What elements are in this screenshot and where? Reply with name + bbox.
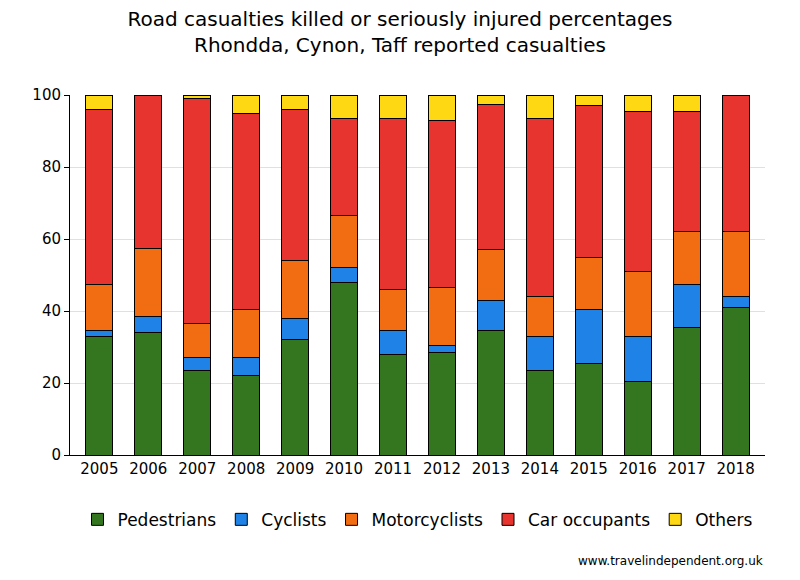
- svg-text:2005: 2005: [80, 460, 118, 478]
- svg-text:2011: 2011: [374, 460, 412, 478]
- svg-text:2015: 2015: [570, 460, 608, 478]
- svg-text:40: 40: [42, 302, 61, 320]
- svg-text:2012: 2012: [423, 460, 461, 478]
- svg-text:60: 60: [42, 230, 61, 248]
- svg-text:Car occupants: Car occupants: [528, 510, 650, 530]
- svg-text:80: 80: [42, 158, 61, 176]
- svg-text:Motorcyclists: Motorcyclists: [372, 510, 483, 530]
- svg-text:0: 0: [51, 446, 61, 464]
- svg-text:Others: Others: [695, 510, 752, 530]
- svg-text:2014: 2014: [521, 460, 559, 478]
- svg-text:Pedestrians: Pedestrians: [118, 510, 217, 530]
- svg-text:2010: 2010: [325, 460, 363, 478]
- svg-text:2007: 2007: [178, 460, 216, 478]
- svg-text:2006: 2006: [129, 460, 167, 478]
- svg-text:2008: 2008: [227, 460, 265, 478]
- svg-text:2013: 2013: [472, 460, 510, 478]
- svg-text:2018: 2018: [717, 460, 755, 478]
- svg-text:2016: 2016: [619, 460, 657, 478]
- svg-text:Cyclists: Cyclists: [261, 510, 326, 530]
- svg-text:20: 20: [42, 374, 61, 392]
- svg-text:100: 100: [32, 86, 61, 104]
- svg-text:www.travelindependent.org.uk: www.travelindependent.org.uk: [578, 554, 763, 568]
- svg-text:2009: 2009: [276, 460, 314, 478]
- svg-text:Road casualties killed or seri: Road casualties killed or seriously inju…: [127, 7, 672, 57]
- svg-text:2017: 2017: [668, 460, 706, 478]
